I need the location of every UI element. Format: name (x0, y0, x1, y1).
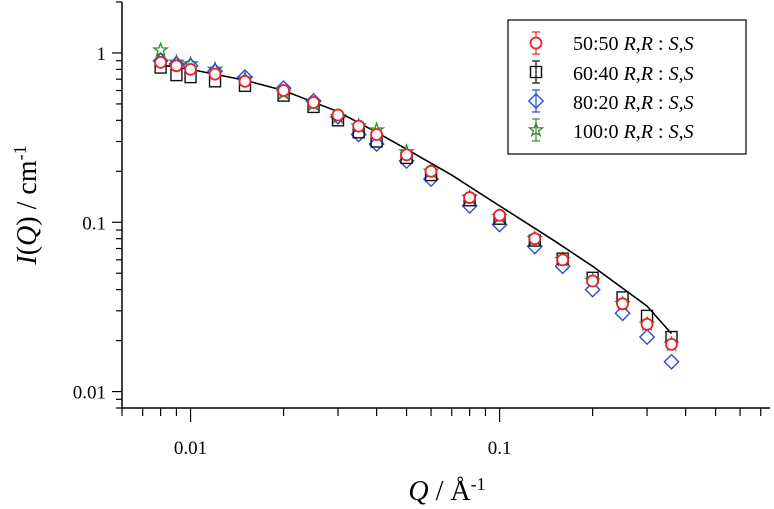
data-point-circle (528, 232, 542, 246)
data-point-diamond (422, 170, 440, 188)
legend-marker-star (527, 121, 545, 138)
data-point-diamond (526, 238, 543, 255)
data-point-diamond (614, 305, 631, 322)
data-point-circle (208, 67, 222, 81)
y-tick-label: 0.1 (82, 213, 106, 234)
x-tick-label: 0.01 (174, 438, 207, 459)
data-point-circle (640, 317, 654, 331)
data-points-layer (152, 41, 680, 370)
x-tick-label: 0.1 (488, 438, 512, 459)
legend-entry-2: 80:20 R,R : S,S (573, 92, 694, 114)
data-point-diamond (461, 197, 478, 215)
legend-entry-3: 100:0 R,R : S,S (573, 121, 694, 143)
legend-marker-square (529, 65, 543, 79)
data-point-circle (307, 96, 320, 109)
y-tick-label: 0.01 (73, 383, 106, 404)
legend: 50:50 R,R : S,S 60:40 R,R : S,S 80:20 R,… (507, 19, 747, 155)
y-axis-ticks: 0.01 0.1 1 (73, 1, 122, 409)
data-point-circle (616, 297, 629, 311)
x-axis-ticks: 0.01 0.1 (121, 408, 762, 459)
legend-marker-diamond (527, 92, 545, 110)
legend-entry-1: 60:40 R,R : S,S (573, 63, 694, 85)
data-point-circle (463, 191, 477, 204)
data-point-circle (400, 148, 413, 162)
data-point-circle (424, 164, 438, 178)
data-point-diamond (638, 328, 656, 346)
data-point-circle (586, 274, 600, 288)
data-point-diamond (663, 353, 680, 370)
data-point-circle (184, 62, 197, 76)
legend-box (507, 19, 747, 155)
data-point-circle (370, 128, 384, 141)
data-point-circle (277, 84, 290, 97)
data-point-circle (331, 108, 345, 122)
data-point-circle (154, 55, 168, 69)
data-point-diamond (350, 126, 367, 143)
data-point-diamond (368, 135, 385, 153)
data-point-circle (170, 59, 183, 73)
legend-entry-0: 50:50 R,R : S,S (573, 33, 694, 55)
data-point-circle (556, 253, 570, 267)
data-point-circle (665, 337, 678, 351)
y-axis-title: I(Q) / cm-1 (10, 145, 43, 265)
legend-marker-circle (529, 36, 543, 50)
data-point-diamond (491, 216, 508, 233)
data-point-circle (352, 119, 366, 133)
y-tick-label: 1 (97, 44, 107, 65)
legend-markers (527, 31, 545, 142)
data-point-circle (493, 208, 506, 222)
x-axis-title: Q / Å-1 (408, 474, 485, 507)
data-point-circle (238, 74, 252, 88)
data-point-diamond (584, 281, 601, 298)
